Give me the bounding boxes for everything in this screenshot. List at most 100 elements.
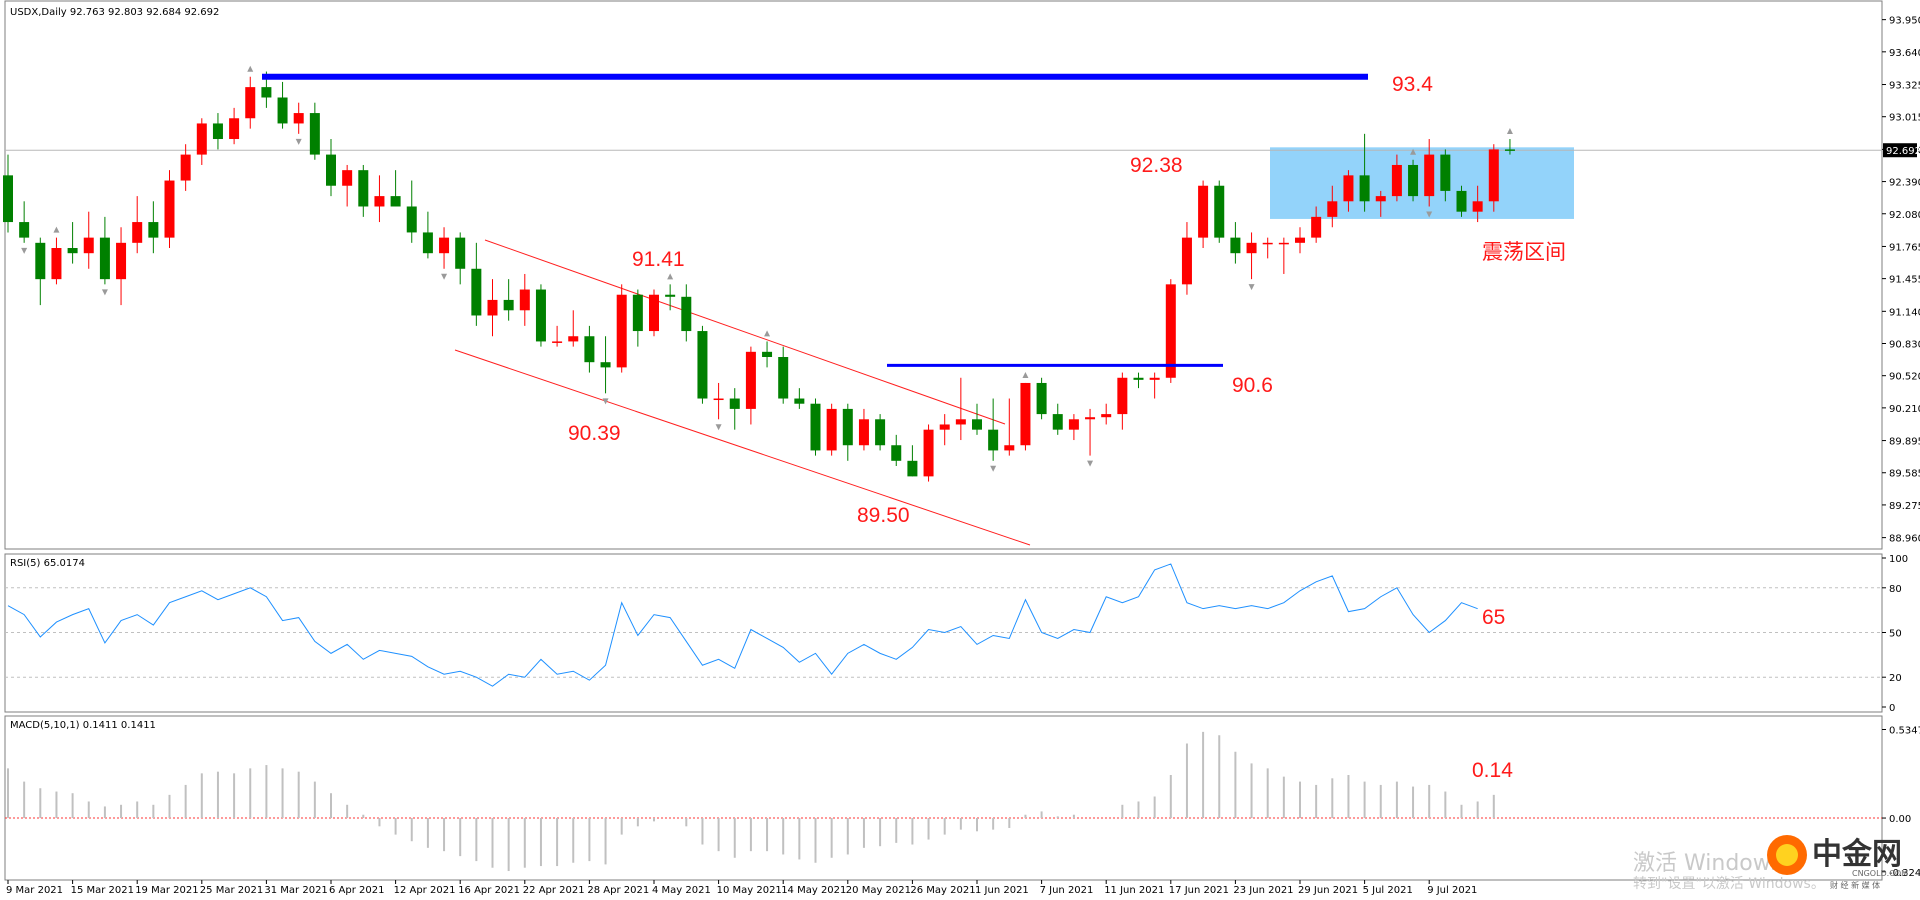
candle-body xyxy=(810,403,821,451)
date-tick-label: 26 May 2021 xyxy=(910,885,975,896)
symbol-header: USDX,Daily 92.763 92.803 92.684 92.692 xyxy=(10,7,219,18)
price-panel-frame xyxy=(4,0,1883,550)
candle-body xyxy=(406,206,417,233)
annotation-93-4: 93.4 xyxy=(1392,73,1433,96)
macd-header: MACD(5,10,1) 0.1411 0.1411 xyxy=(10,720,156,731)
candle-body xyxy=(1488,149,1499,202)
candle-body xyxy=(19,222,30,238)
candle-body xyxy=(1101,414,1112,418)
fractal-up-arrow xyxy=(247,65,254,72)
candle-body xyxy=(471,268,482,316)
candle-body xyxy=(390,196,401,207)
cngold-logo-text: 中金网 xyxy=(1812,837,1902,872)
candle-body xyxy=(1424,154,1435,197)
date-tick-label: 17 Jun 2021 xyxy=(1169,885,1229,896)
candle-body xyxy=(939,424,950,430)
price-tick-label: 89.275 xyxy=(1889,501,1920,512)
price-tick-label: 90.210 xyxy=(1889,404,1920,415)
date-axis: 9 Mar 2021 15 Mar 2021 19 Mar 2021 25 Mar 2… xyxy=(6,880,1477,896)
price-axis: 93.95093.64093.32593.01592.70092.39092.0… xyxy=(1882,16,1920,545)
fractal-up-arrow xyxy=(1022,371,1029,378)
price-tick-label: 93.015 xyxy=(1889,113,1920,124)
price-tick-label: 91.455 xyxy=(1889,275,1920,286)
date-tick-label: 15 Mar 2021 xyxy=(71,885,134,896)
cngold-logo-icon-inner xyxy=(1776,844,1798,866)
rsi-tick-label: 50 xyxy=(1889,629,1902,640)
fractal-markers xyxy=(21,65,1513,472)
candle-body xyxy=(1246,242,1257,254)
cngold-logo-slogan: 财 经 新 媒 体 xyxy=(1830,880,1880,890)
candle-body xyxy=(972,419,982,430)
candle-body xyxy=(83,237,94,254)
candlestick-series xyxy=(3,71,1515,482)
candle-body xyxy=(632,294,643,332)
candle-body xyxy=(1359,175,1370,202)
macd-axis: 0.5347 0.00 -0.3244 xyxy=(1882,726,1920,879)
candle-body xyxy=(1408,164,1419,197)
candle-body xyxy=(552,341,563,343)
candle-body xyxy=(1068,419,1079,430)
fractal-up-arrow xyxy=(1506,128,1513,135)
fractal-up-arrow xyxy=(1410,148,1417,155)
candle-body xyxy=(1456,190,1467,212)
candle-body xyxy=(1165,284,1176,378)
date-tick-label: 28 Apr 2021 xyxy=(587,885,649,896)
macd-tick-label: -0.3244 xyxy=(1889,868,1920,879)
fractal-down-arrow xyxy=(21,247,28,254)
candle-body xyxy=(1327,201,1338,217)
candle-body xyxy=(1343,175,1354,202)
rsi-annotation: 65 xyxy=(1482,606,1505,629)
candle-body xyxy=(1085,417,1096,420)
candle-body xyxy=(132,222,143,243)
date-tick-label: 22 Apr 2021 xyxy=(523,885,585,896)
candle-body xyxy=(116,242,127,280)
candle-body xyxy=(1117,377,1128,415)
annotation-90-39: 90.39 xyxy=(568,422,621,445)
fractal-down-arrow xyxy=(1248,284,1255,291)
candle-body xyxy=(665,294,676,297)
candle-body xyxy=(681,296,692,332)
rsi-tick-label: 100 xyxy=(1889,554,1908,565)
activate-windows-subtitle: 转到"设置"以激活 Windows。 xyxy=(1633,875,1825,892)
fractal-down-arrow xyxy=(715,424,722,431)
candle-body xyxy=(196,123,207,155)
candle-body xyxy=(1020,382,1031,446)
zone-label: 震荡区间 xyxy=(1482,241,1566,264)
macd-histogram xyxy=(7,731,1495,872)
fractal-up-arrow xyxy=(53,226,60,233)
candle-body xyxy=(1036,382,1047,415)
annotation-90-6: 90.6 xyxy=(1232,374,1273,397)
candle-body xyxy=(326,154,336,186)
candle-body xyxy=(955,419,966,425)
candle-body xyxy=(519,289,530,311)
price-tick-label: 93.950 xyxy=(1889,16,1920,27)
candle-body xyxy=(842,408,853,446)
candle-body xyxy=(1375,196,1386,202)
price-tick-label: 90.520 xyxy=(1889,372,1920,383)
date-tick-label: 14 May 2021 xyxy=(781,885,846,896)
candle-body xyxy=(342,170,353,186)
candle-body xyxy=(1181,237,1192,285)
rsi-tick-label: 80 xyxy=(1889,584,1902,595)
price-tick-label: 92.390 xyxy=(1889,178,1920,189)
fractal-down-arrow xyxy=(295,138,302,145)
candle-body xyxy=(180,154,191,181)
candle-body xyxy=(1004,445,1015,451)
date-tick-label: 23 Jun 2021 xyxy=(1233,885,1293,896)
date-tick-label: 20 May 2021 xyxy=(846,885,911,896)
candle-body xyxy=(1311,216,1322,238)
candle-body xyxy=(503,299,514,311)
date-tick-label: 19 Mar 2021 xyxy=(135,885,198,896)
price-tick-label: 93.325 xyxy=(1889,81,1920,92)
candle-body xyxy=(212,123,223,140)
rsi-line xyxy=(7,563,1478,687)
candle-body xyxy=(51,248,62,280)
date-tick-label: 16 Apr 2021 xyxy=(458,885,520,896)
annotation-92-38: 92.38 xyxy=(1130,154,1183,177)
candle-body xyxy=(99,237,110,280)
candle-body xyxy=(422,232,433,254)
rsi-tick-label: 0 xyxy=(1889,703,1895,714)
candle-body xyxy=(535,289,546,342)
price-tick-label: 92.080 xyxy=(1889,210,1920,221)
candle-body xyxy=(568,336,579,342)
